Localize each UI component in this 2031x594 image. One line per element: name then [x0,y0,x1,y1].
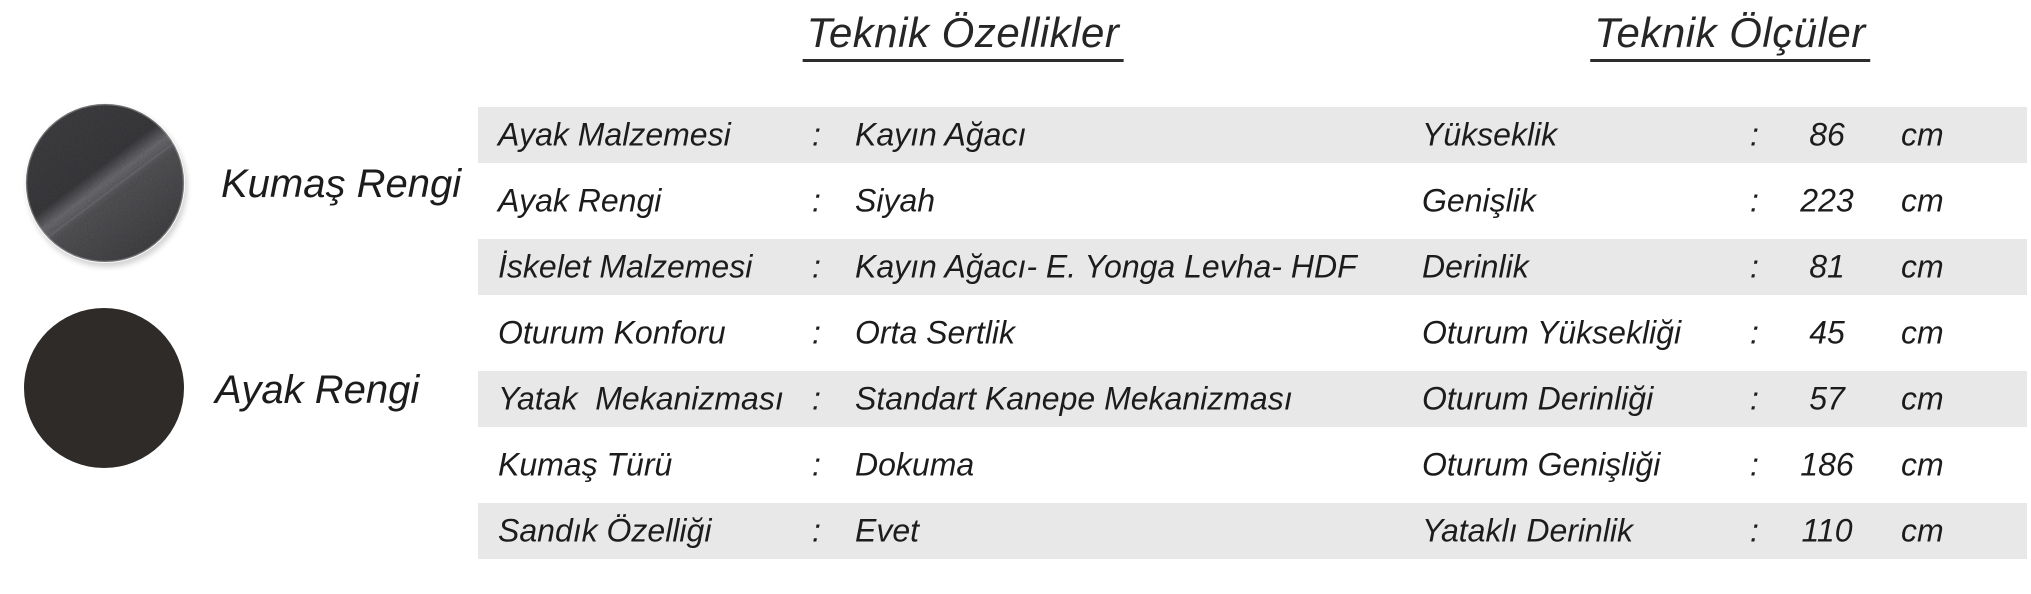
measurement-value: 45 [1809,314,1845,351]
measurements-section-title: Teknik Ölçüler [1590,10,1870,62]
measurement-unit: cm [1901,182,1944,219]
measurement-value: 86 [1809,116,1845,153]
measurement-label: Yükseklik [1422,116,1558,153]
fabric-color-swatch [25,103,185,263]
colon-separator: : [1750,380,1759,417]
measurement-unit: cm [1901,314,1944,351]
measurement-label: Oturum Yüksekliği [1422,314,1682,351]
leg-color-swatch [24,308,184,468]
measurement-value: 57 [1809,380,1845,417]
feature-label: Sandık Özelliği [498,512,712,549]
measurement-label: Genişlik [1422,182,1536,219]
feature-label: Ayak Malzemesi [498,116,731,153]
spec-row: İskelet Malzemesi : Kayın Ağacı- E. Yong… [478,234,2027,300]
colon-separator: : [1750,116,1759,153]
spec-row: Yatak Mekanizması : Standart Kanepe Meka… [478,366,2027,432]
spec-row: Ayak Rengi : Siyah Genişlik : 223 cm [478,168,2027,234]
feature-value: Siyah [855,182,936,219]
spec-row: Oturum Konforu : Orta Sertlik Oturum Yük… [478,300,2027,366]
feature-value: Dokuma [855,446,975,483]
feature-value: Kayın Ağacı [855,116,1027,153]
colon-separator: : [812,248,821,285]
feature-label: Oturum Konforu [498,314,726,351]
feature-label: Kumaş Türü [498,446,673,483]
feature-label: Ayak Rengi [498,182,662,219]
colon-separator: : [1750,512,1759,549]
measurement-label: Yataklı Derinlik [1422,512,1634,549]
feature-value: Evet [855,512,920,549]
colon-separator: : [812,446,821,483]
colon-separator: : [1750,248,1759,285]
features-section-title: Teknik Özellikler [802,10,1124,62]
measurement-value: 186 [1800,446,1854,483]
feature-value: Orta Sertlik [855,314,1016,351]
measurement-label: Derinlik [1422,248,1529,285]
measurement-unit: cm [1901,512,1944,549]
fabric-texture-image [25,103,185,263]
colon-separator: : [812,314,821,351]
measurement-value: 223 [1800,182,1854,219]
spec-row: Ayak Malzemesi : Kayın Ağacı Yükseklik :… [478,102,2027,168]
feature-label: Yatak Mekanizması [498,380,784,417]
measurement-unit: cm [1901,446,1944,483]
feature-value: Kayın Ağacı- E. Yonga Levha- HDF [855,248,1357,285]
feature-label: İskelet Malzemesi [498,248,753,285]
measurement-unit: cm [1901,116,1944,153]
colon-separator: : [812,182,821,219]
colon-separator: : [812,380,821,417]
colon-separator: : [1750,314,1759,351]
spec-row: Sandık Özelliği : Evet Yataklı Derinlik … [478,498,2027,564]
colon-separator: : [1750,182,1759,219]
colon-separator: : [1750,446,1759,483]
measurement-unit: cm [1901,248,1944,285]
spec-table: Ayak Malzemesi : Kayın Ağacı Yükseklik :… [478,102,2027,564]
feature-value: Standart Kanepe Mekanizması [855,380,1293,417]
fabric-color-label: Kumaş Rengi [221,162,462,206]
measurement-label: Oturum Derinliği [1422,380,1654,417]
colon-separator: : [812,116,821,153]
measurement-value: 81 [1809,248,1845,285]
leg-color-label: Ayak Rengi [215,368,420,412]
measurement-unit: cm [1901,380,1944,417]
measurement-value: 110 [1801,512,1853,549]
measurement-label: Oturum Genişliği [1422,446,1661,483]
colon-separator: : [812,512,821,549]
spec-row: Kumaş Türü : Dokuma Oturum Genişliği : 1… [478,432,2027,498]
